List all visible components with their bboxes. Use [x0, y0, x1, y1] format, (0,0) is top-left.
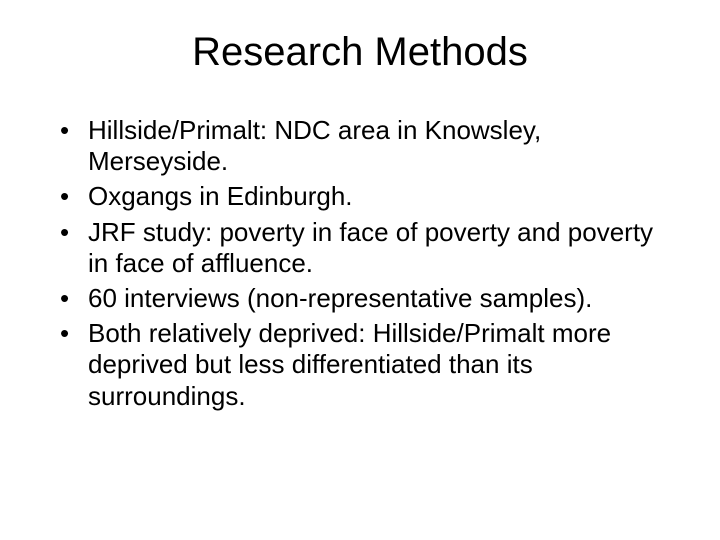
bullet-item: 60 interviews (non-representative sample… — [60, 283, 680, 314]
bullet-item: Hillside/Primalt: NDC area in Knowsley, … — [60, 115, 680, 177]
slide: Research Methods Hillside/Primalt: NDC a… — [0, 0, 720, 540]
slide-title: Research Methods — [40, 30, 680, 75]
bullet-item: JRF study: poverty in face of poverty an… — [60, 217, 680, 279]
bullet-item: Both relatively deprived: Hillside/Prima… — [60, 318, 680, 412]
bullet-item: Oxgangs in Edinburgh. — [60, 181, 680, 212]
bullet-list: Hillside/Primalt: NDC area in Knowsley, … — [60, 115, 680, 412]
